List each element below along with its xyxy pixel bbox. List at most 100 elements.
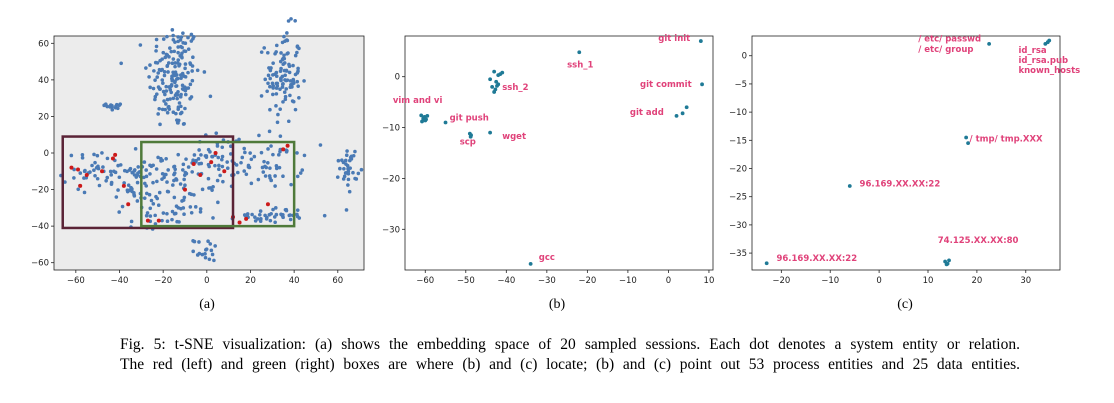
data-point xyxy=(280,74,285,79)
data-point xyxy=(144,66,148,70)
x-tick-label: 40 xyxy=(289,276,300,286)
x-tick-label: −50 xyxy=(457,276,475,286)
data-point xyxy=(266,81,270,86)
y-tick-label: 0 xyxy=(395,73,400,83)
data-point xyxy=(346,167,350,171)
data-point xyxy=(218,173,222,178)
data-point xyxy=(162,70,167,74)
data-point xyxy=(118,102,123,106)
data-point xyxy=(157,106,162,111)
data-point xyxy=(443,120,448,125)
data-point xyxy=(197,240,201,244)
data-point xyxy=(161,81,165,85)
x-tick-label: −40 xyxy=(111,276,129,286)
data-point xyxy=(164,102,168,106)
data-point xyxy=(259,94,264,98)
data-point xyxy=(116,188,120,192)
data-point xyxy=(351,170,355,175)
data-point xyxy=(80,156,85,160)
data-point xyxy=(684,105,689,110)
highlighted-point xyxy=(126,202,131,207)
data-point xyxy=(275,81,280,86)
data-point xyxy=(242,213,247,217)
data-point xyxy=(229,144,233,148)
data-point xyxy=(338,166,342,171)
data-point xyxy=(191,158,195,162)
data-point xyxy=(148,85,152,90)
data-point xyxy=(153,78,157,82)
data-point xyxy=(188,205,193,209)
data-point xyxy=(266,50,270,55)
data-point xyxy=(262,159,266,164)
data-point xyxy=(342,166,346,171)
caption-line-2: The red (left) and green (right) boxes a… xyxy=(120,356,1020,373)
data-point xyxy=(182,212,186,217)
data-point xyxy=(183,41,188,46)
data-point xyxy=(105,156,110,161)
data-point xyxy=(295,174,300,179)
data-point xyxy=(261,170,266,174)
data-point xyxy=(270,81,275,86)
x-tick-label: 10 xyxy=(704,276,715,286)
data-point xyxy=(162,73,167,78)
data-point xyxy=(170,61,175,66)
y-tick-label: −60 xyxy=(31,259,49,269)
data-point xyxy=(199,153,203,157)
data-point xyxy=(214,131,219,135)
data-point xyxy=(203,154,208,158)
data-point xyxy=(298,171,303,175)
data-point xyxy=(190,69,194,73)
highlighted-point xyxy=(191,161,196,166)
highlighted-point xyxy=(281,147,286,152)
data-point xyxy=(425,113,430,118)
data-point xyxy=(182,195,187,200)
y-tick-label: −5 xyxy=(734,80,747,90)
data-point xyxy=(492,69,497,74)
data-point xyxy=(104,179,108,183)
data-point xyxy=(149,198,154,203)
data-point xyxy=(987,41,992,46)
data-point xyxy=(210,154,215,159)
data-point xyxy=(183,88,188,93)
data-point xyxy=(154,92,159,96)
data-point xyxy=(346,171,351,176)
data-point xyxy=(151,202,156,206)
data-point xyxy=(165,34,169,39)
data-point xyxy=(170,28,175,32)
data-point xyxy=(179,76,183,81)
data-point xyxy=(108,105,112,109)
data-point xyxy=(208,242,213,246)
data-point xyxy=(182,177,186,182)
data-point xyxy=(132,191,136,195)
data-point xyxy=(285,31,289,35)
data-point xyxy=(183,62,188,66)
data-point xyxy=(148,206,153,211)
data-point xyxy=(297,46,301,51)
data-point xyxy=(165,110,170,115)
data-point xyxy=(300,168,305,172)
x-tick-label: −20 xyxy=(578,276,596,286)
data-point xyxy=(138,43,143,47)
data-point xyxy=(257,212,262,217)
data-point xyxy=(144,191,149,196)
point-annotation: 96.169.XX.XX:22 xyxy=(776,254,857,264)
data-point xyxy=(175,93,180,97)
data-point xyxy=(175,120,180,125)
data-point xyxy=(180,51,184,56)
highlighted-point xyxy=(69,165,74,170)
data-point xyxy=(206,239,210,244)
point-annotation: gcc xyxy=(539,253,555,263)
data-point xyxy=(176,35,180,39)
data-point xyxy=(161,50,166,55)
data-point xyxy=(154,44,159,49)
data-point xyxy=(156,155,160,160)
data-point xyxy=(966,141,970,146)
data-point xyxy=(148,214,153,218)
data-point xyxy=(284,207,289,212)
data-point xyxy=(156,203,161,208)
data-point xyxy=(279,51,283,55)
data-point xyxy=(296,84,301,88)
data-point xyxy=(258,209,263,213)
data-point xyxy=(165,219,170,224)
